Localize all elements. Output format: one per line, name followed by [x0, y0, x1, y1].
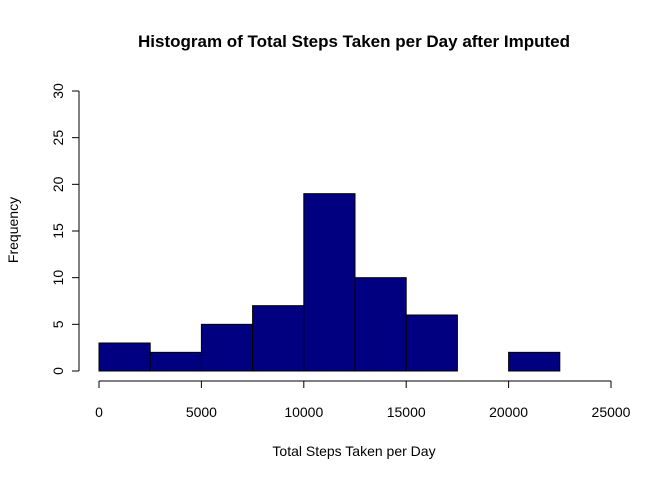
- x-tick-label-5: 25000: [592, 404, 631, 420]
- y-tick-label-3: 15: [50, 223, 66, 239]
- chart-title: Histogram of Total Steps Taken per Day a…: [138, 32, 570, 51]
- y-tick-label-6: 30: [50, 83, 66, 99]
- histogram-bar-1: [149, 351, 202, 372]
- y-axis-label: Frequency: [5, 197, 21, 263]
- x-tick-label-3: 15000: [387, 404, 426, 420]
- y-tick-label-1: 5: [50, 320, 66, 328]
- x-axis: 0 5000 10000 15000 20000 25000: [95, 380, 631, 420]
- histogram-bar-5: [354, 277, 407, 372]
- y-axis: 0 5 10 15 20 25 30: [50, 83, 80, 375]
- histogram-bar-4: [303, 193, 356, 372]
- y-tick-label-0: 0: [50, 367, 66, 375]
- histogram-bar-6: [405, 314, 458, 372]
- y-tick-label-5: 25: [50, 130, 66, 146]
- histogram-bar-2: [200, 323, 254, 372]
- histogram-bar-3: [252, 305, 305, 372]
- y-tick-label-2: 10: [50, 270, 66, 286]
- bars-group: [98, 193, 561, 372]
- y-tick-label-4: 20: [50, 176, 66, 192]
- x-tick-label-4: 20000: [489, 404, 528, 420]
- x-axis-label: Total Steps Taken per Day: [272, 443, 435, 459]
- x-tick-label-2: 10000: [284, 404, 323, 420]
- histogram-bar-0: [98, 342, 151, 372]
- x-tick-label-1: 5000: [186, 404, 217, 420]
- x-tick-label-0: 0: [95, 404, 103, 420]
- histogram-bar-8: [508, 351, 561, 372]
